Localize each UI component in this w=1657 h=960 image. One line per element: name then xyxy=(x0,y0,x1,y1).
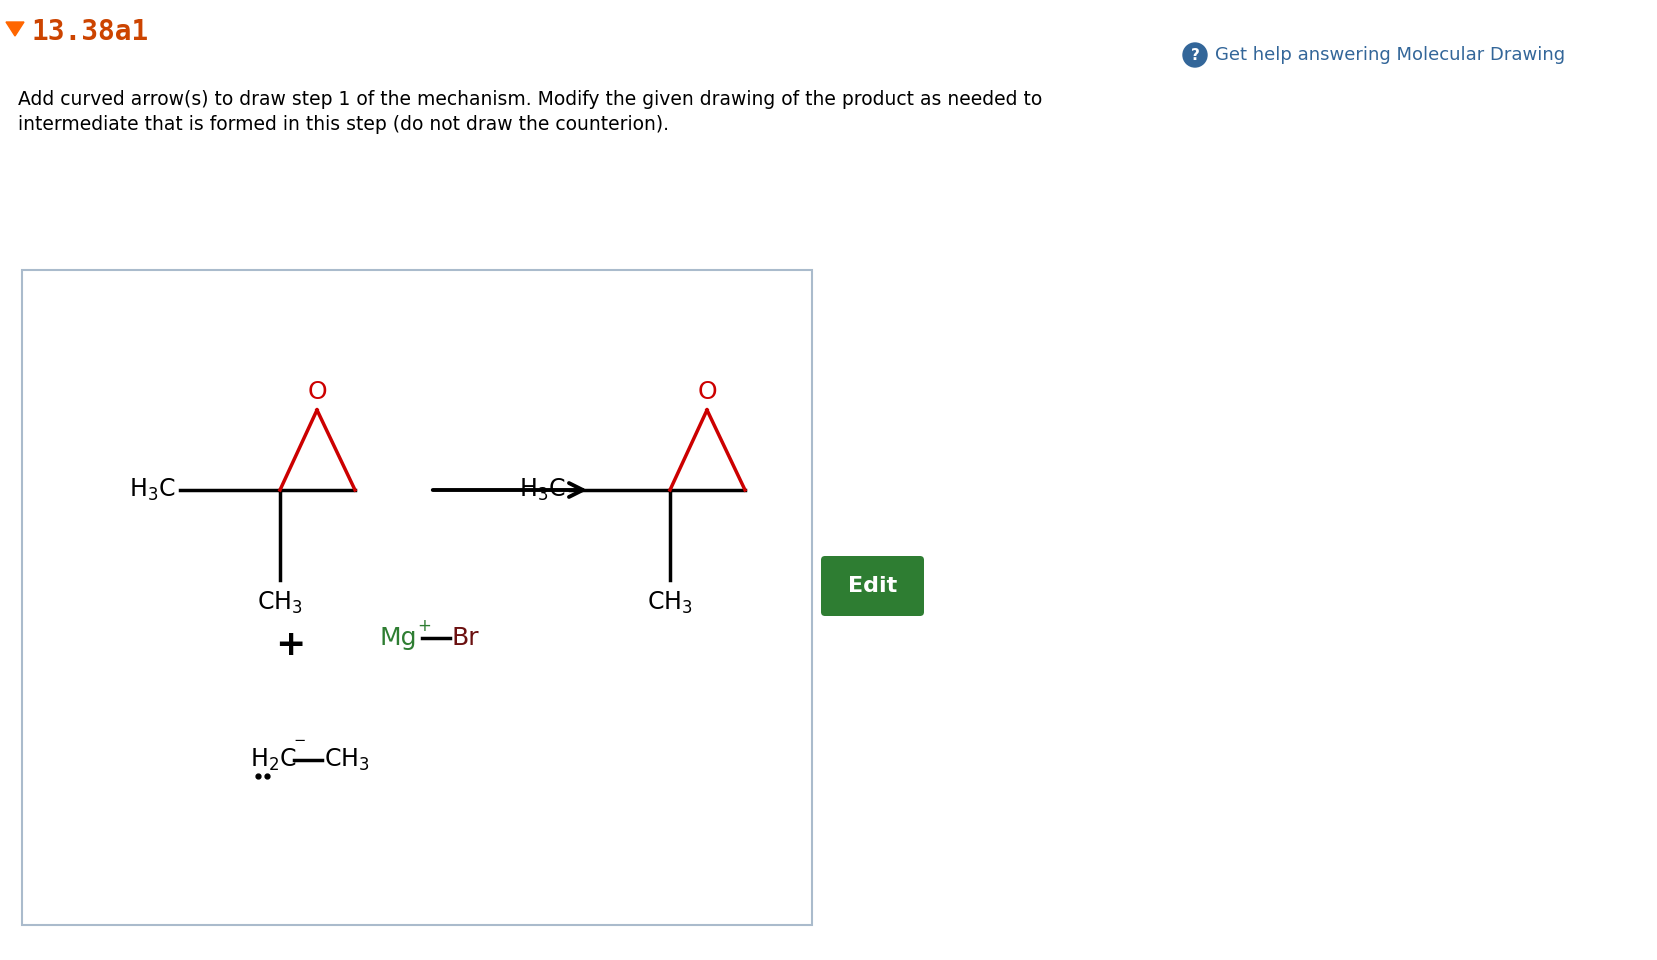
Text: O: O xyxy=(307,380,326,404)
Text: +: + xyxy=(418,617,431,635)
Text: $\mathregular{^{-}}$: $\mathregular{^{-}}$ xyxy=(293,736,307,756)
Text: Edit: Edit xyxy=(848,576,896,596)
Text: Br: Br xyxy=(452,626,479,650)
Circle shape xyxy=(1183,43,1206,67)
Text: $\mathregular{CH_3}$: $\mathregular{CH_3}$ xyxy=(257,590,303,616)
Text: $\mathregular{CH_3}$: $\mathregular{CH_3}$ xyxy=(325,747,370,773)
Text: $\mathregular{H_3C}$: $\mathregular{H_3C}$ xyxy=(129,477,176,503)
Text: intermediate that is formed in this step (do not draw the counterion).: intermediate that is formed in this step… xyxy=(18,115,669,134)
Text: 13.38a1: 13.38a1 xyxy=(31,18,149,46)
Text: Get help answering Molecular Drawing: Get help answering Molecular Drawing xyxy=(1215,46,1566,64)
FancyBboxPatch shape xyxy=(820,556,925,616)
Text: $\mathregular{H_3C}$: $\mathregular{H_3C}$ xyxy=(519,477,565,503)
Polygon shape xyxy=(7,22,23,36)
Text: $\mathregular{CH_3}$: $\mathregular{CH_3}$ xyxy=(648,590,693,616)
Text: +: + xyxy=(275,628,305,662)
Text: Add curved arrow(s) to draw step 1 of the mechanism. Modify the given drawing of: Add curved arrow(s) to draw step 1 of th… xyxy=(18,90,1042,109)
FancyBboxPatch shape xyxy=(22,270,812,925)
Text: $\mathregular{H_2C}$: $\mathregular{H_2C}$ xyxy=(250,747,297,773)
Text: ?: ? xyxy=(1191,47,1200,62)
Text: Mg: Mg xyxy=(379,626,418,650)
Text: O: O xyxy=(698,380,717,404)
